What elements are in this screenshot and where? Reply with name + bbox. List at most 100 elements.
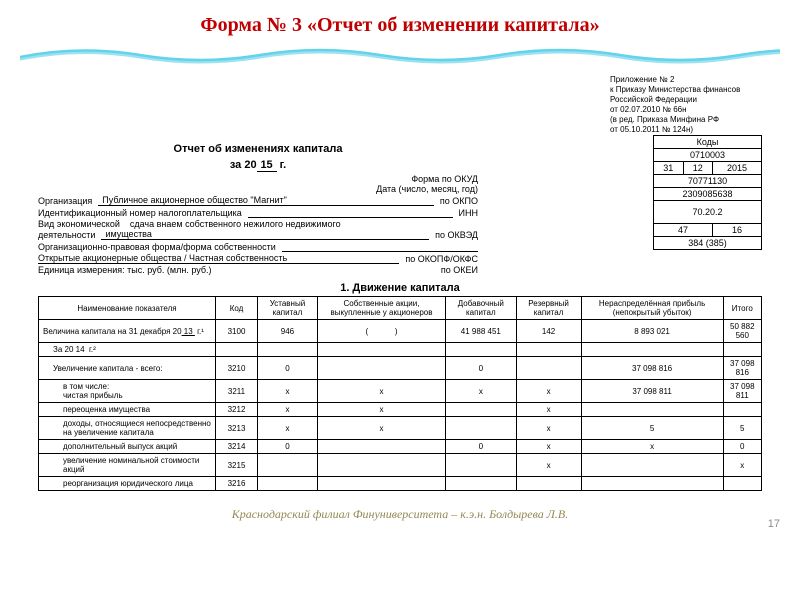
col-6: Резервный капитал — [516, 297, 581, 320]
cell — [446, 403, 516, 417]
lbl-date: Дата (число, месяц, год) — [376, 184, 478, 194]
report-period: за 2015 г. — [38, 159, 478, 172]
row-name: Увеличение капитала - всего: — [39, 357, 216, 380]
cell — [446, 477, 516, 491]
cell: ( ) — [317, 320, 445, 343]
lbl-okud: Форма по ОКУД — [411, 174, 478, 184]
cell: 37 098 811 — [723, 380, 761, 403]
row-code: 3213 — [216, 417, 258, 440]
cell — [317, 477, 445, 491]
row-code: 3100 — [216, 320, 258, 343]
col-8: Итого — [723, 297, 761, 320]
cell: x — [723, 454, 761, 477]
code-okopf2: 16 — [713, 224, 762, 237]
cell: 0 — [446, 357, 516, 380]
codes-table-block: Коды 0710003 31 12 2015 70771130 2309085… — [653, 135, 762, 250]
lbl-okopf: по ОКОПФ/ОКФС — [405, 254, 478, 264]
cell: 41 988 451 — [446, 320, 516, 343]
cell: 0 — [446, 440, 516, 454]
row-name: Величина капитала на 31 декабря 20 13 г.… — [39, 320, 216, 343]
table-row: переоценка имущества3212xxx — [39, 403, 762, 417]
cell: 0 — [723, 440, 761, 454]
code-okved: 70.20.2 — [654, 201, 762, 224]
cell: 946 — [258, 320, 318, 343]
cell: x — [516, 440, 581, 454]
cell: x — [258, 403, 318, 417]
table-row: дополнительный выпуск акций321400xx0 — [39, 440, 762, 454]
cell — [317, 440, 445, 454]
cell — [446, 454, 516, 477]
period-suf: г. — [277, 159, 287, 171]
row-name: доходы, относящиеся непосредственно на у… — [39, 417, 216, 440]
col-1: Наименование показателя — [39, 297, 216, 320]
col-3: Уставный капитал — [258, 297, 318, 320]
row-name: дополнительный выпуск акций — [39, 440, 216, 454]
org-name: Публичное акционерное общество "Магнит" — [98, 195, 434, 206]
row-name: реорганизация юридического лица — [39, 477, 216, 491]
cell — [258, 454, 318, 477]
col-5: Добавочный капитал — [446, 297, 516, 320]
code-okpo: 70771130 — [654, 175, 762, 188]
cell: 37 098 811 — [581, 380, 723, 403]
cell — [723, 477, 761, 491]
row-code: 3215 — [216, 454, 258, 477]
col-4: Собственные акции, выкупленные у акционе… — [317, 297, 445, 320]
cell — [446, 417, 516, 440]
code-inn: 2309085638 — [654, 188, 762, 201]
table-row: увеличение номинальной стоимости акций32… — [39, 454, 762, 477]
cell: x — [516, 417, 581, 440]
cell — [516, 357, 581, 380]
cell — [723, 343, 761, 357]
cell — [258, 343, 318, 357]
lbl-inn: ИНН — [459, 208, 478, 218]
meta-block: Отчет об изменениях капитала за 2015 г. … — [38, 139, 478, 276]
cell: 0 — [258, 440, 318, 454]
act-val2: имущества — [101, 229, 429, 240]
col-7: Нераспределённая прибыль (непокрытый убы… — [581, 297, 723, 320]
cell: 37 098 816 — [723, 357, 761, 380]
cell: x — [446, 380, 516, 403]
cell: 8 893 021 — [581, 320, 723, 343]
cell: 50 882 560 — [723, 320, 761, 343]
annex-l4: от 02.07.2010 № 66н — [610, 105, 780, 115]
cell: x — [516, 403, 581, 417]
annex-l2: к Приказу Министерства финансов — [610, 85, 780, 95]
cell — [317, 454, 445, 477]
cell: 5 — [581, 417, 723, 440]
cell — [516, 477, 581, 491]
lbl-act1: Вид экономической — [38, 219, 120, 229]
annex-l1: Приложение № 2 — [610, 75, 780, 85]
decorative-wave — [20, 47, 780, 67]
cell — [317, 343, 445, 357]
table-row: За 20 14 г.² — [39, 343, 762, 357]
cell: x — [581, 440, 723, 454]
cell: x — [516, 454, 581, 477]
annex-l6: от 05.10.2011 № 124н) — [610, 125, 780, 135]
period-pre: за 20 — [230, 159, 257, 171]
col-2: Код — [216, 297, 258, 320]
report-title: Отчет об изменениях капитала — [38, 143, 478, 155]
lbl-okved: по ОКВЭД — [435, 230, 478, 240]
row-name: За 20 14 г.² — [39, 343, 216, 357]
lbl-okei: по ОКЕИ — [441, 265, 478, 275]
footer-text: Краснодарский филиал Финуниверситета – к… — [20, 507, 780, 522]
page-number: 17 — [768, 518, 780, 530]
period-yy: 15 — [257, 159, 277, 172]
row-code — [216, 343, 258, 357]
row-name: увеличение номинальной стоимости акций — [39, 454, 216, 477]
lbl-act2: деятельности — [38, 230, 95, 240]
cell: x — [516, 380, 581, 403]
code-okud: 0710003 — [654, 149, 762, 162]
cell — [581, 454, 723, 477]
annex-note: Приложение № 2 к Приказу Министерства фи… — [610, 75, 780, 135]
cell — [516, 343, 581, 357]
code-okopf1: 47 — [654, 224, 713, 237]
cell: x — [317, 417, 445, 440]
cell: 0 — [258, 357, 318, 380]
cell — [581, 343, 723, 357]
cell: x — [258, 380, 318, 403]
lbl-units: Единица измерения: тыс. руб. (млн. руб.) — [38, 265, 212, 275]
table-row: реорганизация юридического лица3216 — [39, 477, 762, 491]
cell: x — [317, 403, 445, 417]
code-okei: 384 (385) — [654, 237, 762, 250]
